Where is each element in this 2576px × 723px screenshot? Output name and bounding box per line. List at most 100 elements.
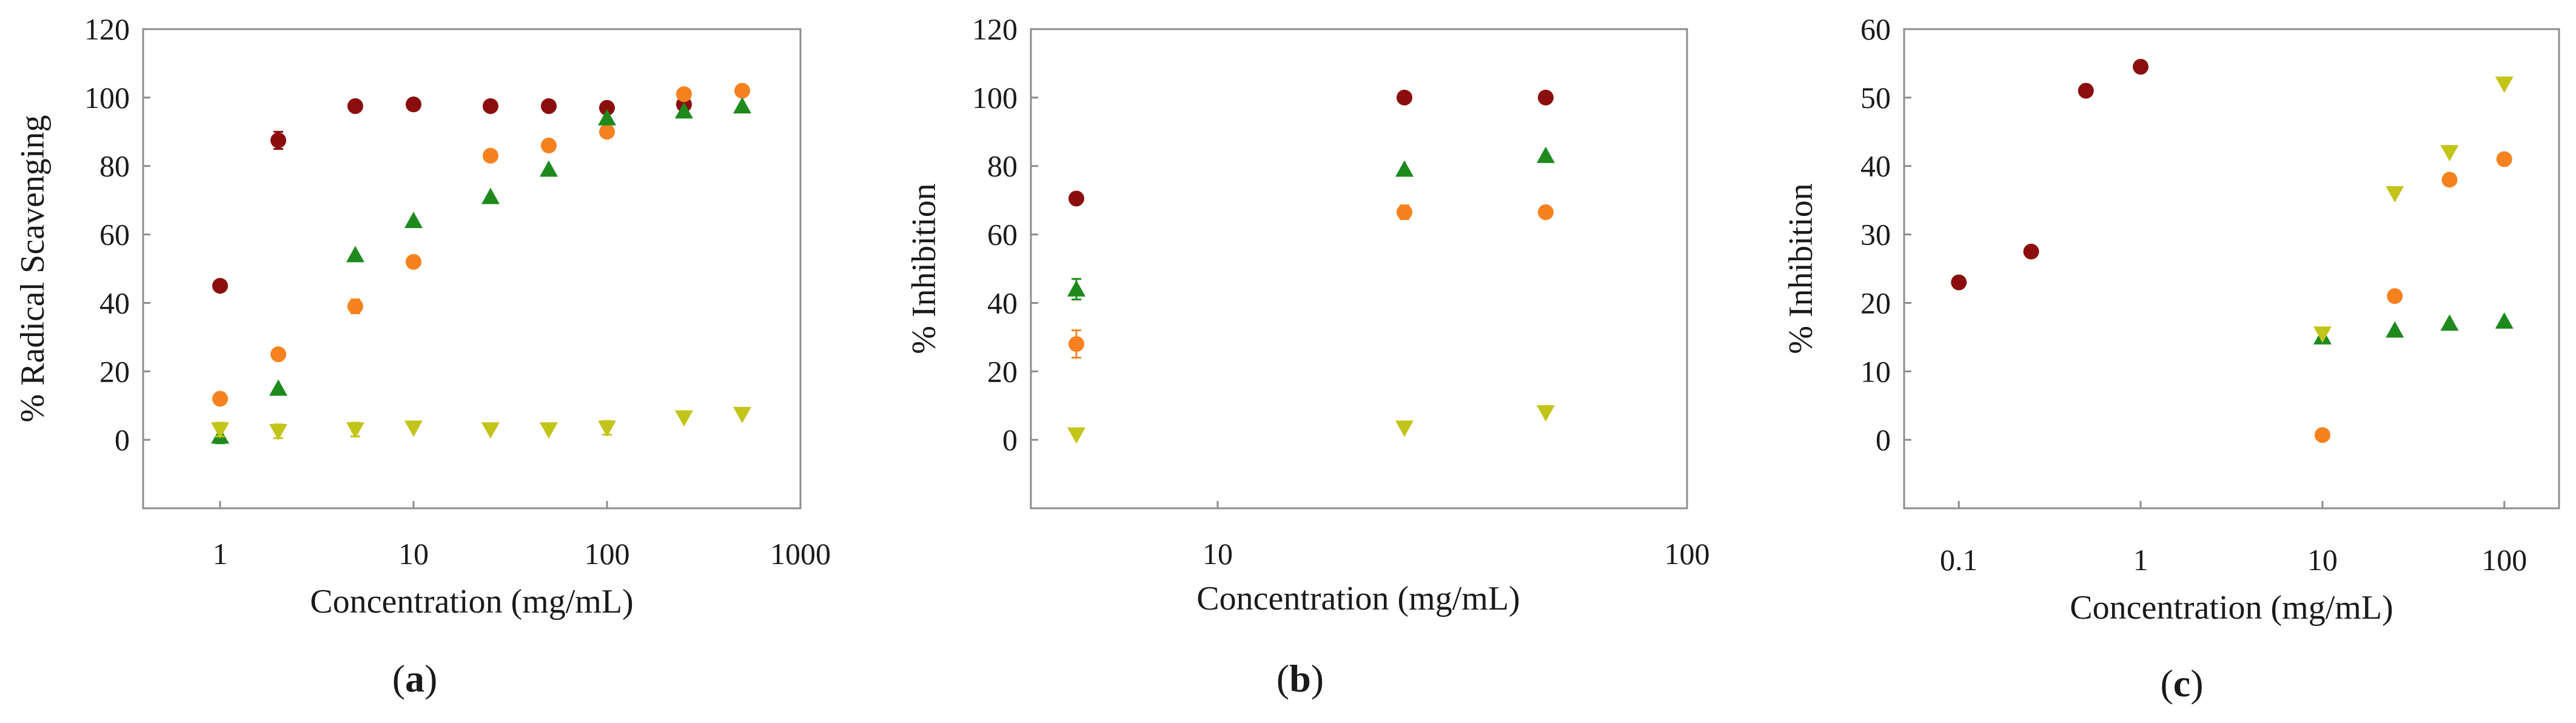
- x-tick-label-b: 100: [1665, 537, 1710, 571]
- plot-frame-c: [1903, 28, 2560, 509]
- y-axis-label-b: % Inhibition: [905, 183, 943, 354]
- data-point-dark_red-a: [347, 98, 363, 114]
- y-tick-label-a: 80: [99, 149, 130, 183]
- y-tick-label-a: 20: [99, 354, 130, 388]
- panel-c: 0 10 20 30 40 50 60 0.1 1 10 100 % Inhibition Con…: [1782, 12, 2560, 705]
- y-tick-label-c: 20: [1860, 286, 1891, 320]
- data-point-green-a: [481, 187, 500, 204]
- x-tick-label-a: 1: [212, 537, 227, 571]
- data-point-green-a: [733, 96, 751, 113]
- data-point-yellow-c: [2440, 145, 2459, 162]
- data-point-orange-a: [212, 391, 228, 407]
- x-tick-label-a: 100: [584, 537, 629, 571]
- data-point-green-a: [346, 246, 364, 263]
- data-point-orange-a: [676, 86, 692, 103]
- y-tick-label-c: 50: [1860, 81, 1891, 115]
- data-point-orange-b: [1538, 204, 1554, 220]
- data-point-yellow-c: [2495, 76, 2514, 93]
- x-axis-label-a: Concentration (mg/mL): [310, 583, 633, 620]
- y-tick-label-a: 100: [84, 81, 130, 115]
- data-marks-b: [1067, 89, 1555, 444]
- data-point-yellow-b: [1537, 405, 1555, 422]
- y-tick-label-a: 120: [84, 12, 130, 46]
- caption-b: (b): [1276, 657, 1324, 700]
- data-point-yellow-c: [2386, 186, 2404, 203]
- data-point-yellow-a: [210, 422, 229, 439]
- y-tick-label-c: 60: [1860, 12, 1891, 46]
- data-point-orange-b: [1397, 204, 1413, 220]
- x-tick-label-b: 10: [1202, 537, 1233, 571]
- data-point-dark_red-c: [2023, 243, 2039, 260]
- data-point-yellow-a: [733, 406, 751, 423]
- x-axis-label-b: Concentration (mg/mL): [1196, 580, 1520, 617]
- y-tick-label-b: 40: [987, 286, 1018, 320]
- y-tick-label-b: 60: [987, 218, 1018, 252]
- caption-c: (c): [2160, 662, 2203, 705]
- data-point-orange-c: [2496, 151, 2512, 167]
- y-tick-label-a: 0: [115, 423, 130, 457]
- data-point-green-c: [2495, 312, 2514, 329]
- data-point-orange-a: [482, 147, 498, 164]
- y-tick-label-b: 120: [972, 12, 1018, 46]
- data-point-orange-a: [599, 124, 615, 140]
- data-point-orange-a: [540, 137, 557, 153]
- data-point-dark_red-c: [2078, 82, 2094, 99]
- plot-frame-a: [142, 28, 802, 509]
- y-axis-label-a: % Radical Scavenging: [14, 115, 52, 423]
- data-point-orange-c: [2441, 172, 2458, 188]
- data-point-green-a: [269, 379, 287, 396]
- data-point-green-b: [1395, 160, 1414, 177]
- y-tick-label-b: 20: [987, 354, 1018, 388]
- data-point-orange-b: [1068, 336, 1085, 352]
- data-point-dark_red-a: [270, 132, 286, 149]
- y-tick-label-c: 30: [1860, 218, 1891, 252]
- x-tick-label-c: 1: [2133, 543, 2148, 577]
- x-tick-label-c: 100: [2481, 543, 2527, 577]
- data-marks-c: [1951, 59, 2514, 443]
- data-point-dark_red-a: [212, 278, 228, 294]
- y-tick-label-c: 10: [1860, 354, 1891, 388]
- data-point-dark_red-b: [1068, 190, 1085, 207]
- x-tick-label-a: 1000: [770, 537, 831, 571]
- y-tick-label-a: 60: [99, 218, 130, 252]
- data-point-yellow-b: [1395, 420, 1414, 437]
- y-tick-label-b: 0: [1002, 423, 1018, 457]
- data-point-dark_red-a: [599, 99, 615, 116]
- x-tick-label-c: 10: [2307, 543, 2338, 577]
- data-point-green-a: [597, 109, 616, 126]
- data-point-yellow-b: [1067, 427, 1086, 444]
- x-ticks-b: 10 100: [1202, 501, 1710, 571]
- data-point-orange-c: [2314, 427, 2330, 443]
- data-point-green-b: [1067, 280, 1086, 297]
- data-point-dark_red-c: [1951, 274, 1967, 291]
- data-point-dark_red-a: [405, 96, 421, 113]
- data-point-dark_red-c: [2133, 59, 2149, 75]
- x-ticks-c: 0.1 1 10 100: [1940, 501, 2527, 577]
- x-axis-label-c: Concentration (mg/mL): [2070, 589, 2393, 627]
- panel-b: 0 20 40 60 80 100 120 10 100 % Inhibition Conce…: [905, 12, 1710, 700]
- data-point-green-a: [404, 212, 423, 228]
- data-point-yellow-c: [2313, 326, 2332, 343]
- y-tick-label-b: 80: [987, 149, 1018, 183]
- data-point-green-c: [2386, 321, 2404, 338]
- data-marks-a: [210, 82, 751, 445]
- x-tick-label-a: 10: [398, 537, 429, 571]
- data-point-dark_red-b: [1538, 89, 1554, 106]
- data-point-green-a: [539, 160, 558, 177]
- data-point-yellow-a: [597, 420, 616, 437]
- y-ticks-c: 0 10 20 30 40 50 60: [1860, 12, 1911, 457]
- data-point-orange-a: [347, 298, 363, 315]
- data-point-orange-a: [405, 254, 421, 270]
- data-point-dark_red-a: [540, 98, 557, 114]
- y-tick-label-c: 40: [1860, 149, 1891, 183]
- y-tick-label-b: 100: [972, 81, 1018, 115]
- y-axis-label-c: % Inhibition: [1782, 183, 1820, 354]
- data-point-dark_red-a: [482, 98, 498, 114]
- data-point-orange-c: [2387, 288, 2403, 304]
- data-point-green-a: [674, 102, 693, 119]
- caption-a: (a): [392, 657, 438, 700]
- data-point-green-c: [2440, 314, 2459, 331]
- data-point-yellow-a: [481, 422, 500, 439]
